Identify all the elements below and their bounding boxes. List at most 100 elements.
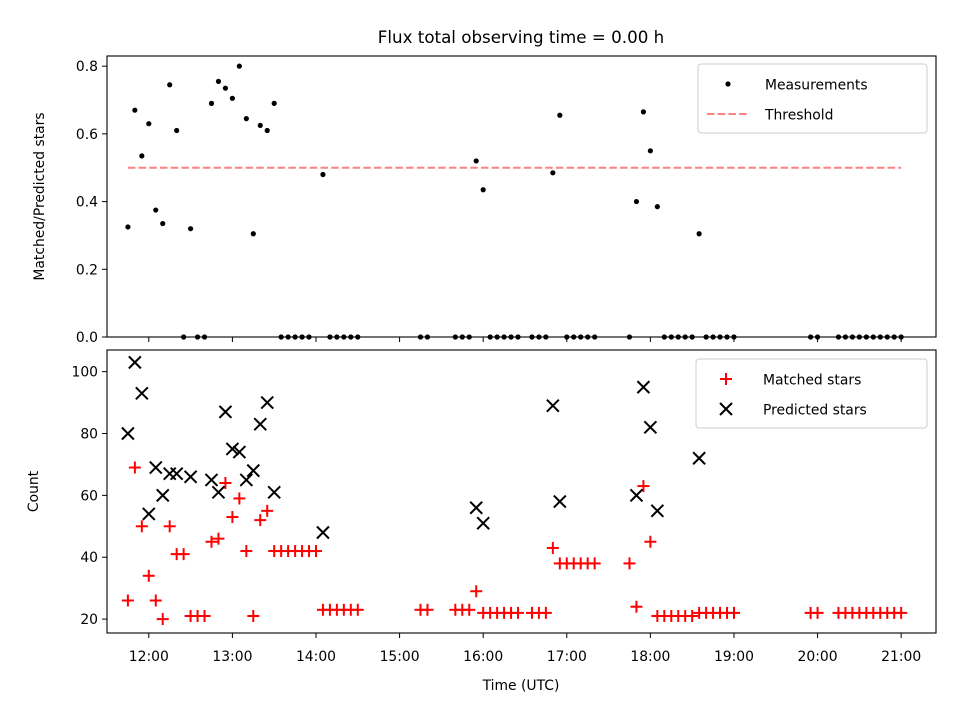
matched-point: [623, 557, 636, 570]
matched-point: [351, 603, 364, 616]
matched-point: [163, 520, 176, 533]
measurement-point: [160, 220, 166, 227]
matched-point: [177, 548, 190, 561]
matched-point: [149, 594, 162, 607]
top-panel: 0.00.20.40.60.8 Matched/Predicted stars …: [32, 55, 937, 346]
measurement-point: [557, 112, 563, 118]
matched-point: [212, 532, 225, 545]
x-tick-label: 18:00: [630, 649, 670, 665]
predicted-point: [204, 473, 219, 487]
predicted-point-b: [204, 473, 219, 487]
matched-point: [261, 504, 274, 517]
matched-point: [254, 514, 267, 527]
predicted-point-b: [316, 525, 330, 540]
predicted-point-b: [135, 386, 149, 401]
measurement-point: [654, 204, 660, 210]
measurement-point: [640, 109, 647, 115]
measurement-point: [257, 122, 263, 129]
matched-point: [630, 600, 643, 613]
measurement-point: [139, 153, 145, 159]
predicted-point-b: [260, 395, 274, 410]
matched-point: [539, 606, 552, 619]
predicted-point: [553, 494, 567, 509]
matched-point: [546, 541, 559, 554]
predicted-point: [546, 398, 560, 413]
matched-point: [895, 606, 908, 619]
legend-measurements-marker: [725, 81, 731, 87]
bottom-legend: Matched stars Predicted stars: [695, 358, 928, 429]
top-legend: Measurements Threshold: [697, 63, 928, 134]
matched-point: [727, 606, 740, 619]
predicted-point-b: [636, 380, 651, 394]
measurement-point: [550, 170, 556, 176]
predicted-point: [149, 460, 163, 475]
measurement-point: [696, 231, 702, 237]
measurement-point: [647, 148, 653, 154]
legend-matched-label: Matched stars: [763, 373, 861, 389]
bottom-y-axis-label: Count: [26, 470, 42, 512]
predicted-point-b: [149, 460, 163, 475]
predicted-point-b: [476, 516, 490, 530]
predicted-point: [169, 467, 184, 481]
top-legend-box: [697, 63, 928, 134]
measurement-point: [153, 207, 159, 213]
predicted-point: [218, 405, 233, 419]
matched-point: [686, 609, 699, 622]
x-tick-label: 21:00: [881, 649, 921, 665]
measurement-point: [125, 224, 131, 230]
measurement-point: [480, 187, 486, 193]
top-y-ticks: 0.0 0.2 0.4 0.6 0.8: [76, 59, 107, 346]
measurement-point: [264, 127, 270, 134]
matched-point: [219, 476, 232, 489]
legend-predicted-label: Predicted stars: [763, 403, 867, 419]
matched-point: [811, 606, 824, 619]
predicted-point: [246, 463, 261, 478]
bottom-x-ticks: 12:00 13:00 14:00 15:00 16:00 17:00 18:00 19:00…: [129, 633, 921, 665]
matched-point: [421, 603, 434, 616]
predicted-point-b: [643, 420, 658, 435]
predicted-point-b: [253, 417, 267, 431]
x-tick-label: 15:00: [380, 649, 420, 665]
legend-matched-marker: [720, 373, 732, 385]
matched-point: [588, 557, 601, 570]
predicted-point-b: [211, 485, 226, 499]
measurement-point: [132, 107, 138, 113]
matched-point: [226, 511, 239, 524]
matched-point: [121, 594, 134, 607]
predicted-point-b: [692, 451, 706, 465]
bottom-legend-box: [695, 358, 928, 429]
measurement-point: [271, 100, 277, 106]
predicted-point: [636, 380, 651, 394]
predicted-point-b: [246, 463, 261, 478]
predicted-point: [469, 501, 483, 515]
predicted-point: [643, 420, 658, 435]
bottom-y-ticks: 20 40 60 80 100: [71, 365, 107, 628]
x-tick-label: 13:00: [212, 649, 252, 665]
measurement-point: [633, 198, 640, 205]
predicted-point: [253, 417, 267, 431]
matched-point: [233, 492, 246, 505]
predicted-point: [135, 386, 149, 401]
predicted-point: [239, 473, 254, 487]
measurement-point: [208, 100, 215, 106]
top-y-tick-label: 0.0: [76, 330, 98, 346]
x-tick-label: 19:00: [714, 649, 754, 665]
bottom-y-tick-label: 100: [71, 365, 98, 381]
predicted-point: [183, 470, 198, 484]
legend-predicted-marker: [719, 402, 733, 416]
measurement-point: [174, 127, 180, 134]
matched-point: [644, 535, 657, 548]
predicted-point-b: [121, 426, 135, 441]
matched-point: [309, 545, 322, 558]
predicted-point-b: [225, 442, 240, 456]
bottom-marks: [121, 355, 908, 626]
bottom-y-tick-label: 60: [80, 488, 98, 504]
legend-threshold-label: Threshold: [764, 108, 833, 124]
predicted-point: [260, 395, 274, 410]
matched-point: [142, 569, 155, 582]
x-tick-label: 14:00: [296, 649, 336, 665]
top-axes-frame: [106, 55, 937, 338]
measurement-point: [236, 63, 242, 69]
top-y-tick-label: 0.2: [76, 262, 98, 278]
